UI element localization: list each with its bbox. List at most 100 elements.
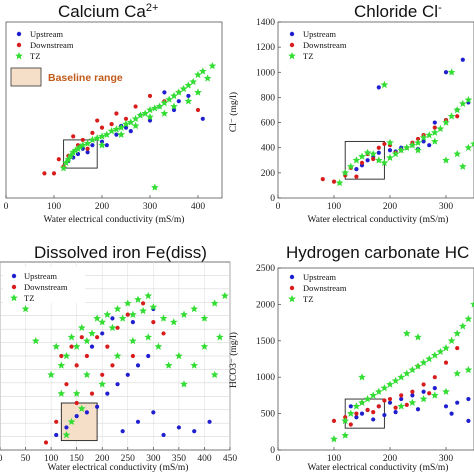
chloride-x-axis-label: Water electrical conductivity (mS/m) xyxy=(308,214,449,225)
data-point-tz-star xyxy=(159,314,168,322)
x-tick-label: 200 xyxy=(383,202,398,212)
x-tick-label: 100 xyxy=(47,202,62,212)
legend-downstream-marker xyxy=(289,285,295,291)
data-point-tz-star xyxy=(380,80,389,89)
data-point-tz-star xyxy=(131,121,140,130)
data-point-downstream xyxy=(371,156,376,162)
data-point-tz-star xyxy=(470,139,474,148)
data-point-tz-star xyxy=(57,361,66,369)
data-point-upstream xyxy=(421,139,426,144)
data-point-tz-star xyxy=(149,303,158,311)
bicarbonate-x-tick-labels: 0 100 200 300 xyxy=(276,447,454,464)
data-point-tz-star xyxy=(397,402,405,410)
data-point-downstream xyxy=(43,440,49,445)
legend-downstream-label: Downstream xyxy=(303,40,347,50)
data-point-upstream xyxy=(382,412,387,418)
data-point-tz-star xyxy=(62,430,71,439)
data-point-tz-star xyxy=(67,151,75,159)
data-point-tz-star xyxy=(184,97,193,105)
data-point-tz-star xyxy=(414,362,422,370)
data-point-tz-star xyxy=(31,336,40,345)
data-point-tz-star xyxy=(175,88,183,96)
data-point-tz-star xyxy=(414,146,422,154)
data-point-tz-star xyxy=(155,102,164,110)
legend-upstream-label: Upstream xyxy=(303,29,336,39)
data-point-tz-star xyxy=(93,314,101,322)
data-point-upstream xyxy=(387,400,393,405)
data-point-tz-star xyxy=(113,305,122,313)
x-tick-label: 100 xyxy=(327,454,342,464)
iron-chart-title: Dissolved iron Fe(diss) xyxy=(34,243,207,262)
legend-upstream-marker xyxy=(11,273,17,279)
data-point-tz-star xyxy=(391,150,400,158)
data-point-tz-star xyxy=(57,389,66,397)
data-point-tz-star xyxy=(151,183,159,191)
data-point-upstream xyxy=(151,410,156,415)
data-point-tz-star xyxy=(363,395,372,403)
legend-downstream-marker xyxy=(11,284,17,290)
data-point-upstream xyxy=(171,107,177,113)
data-point-tz-star xyxy=(431,391,439,399)
calcium-chart-panel: Calcium Ca2+ 0 100 200 300 400 Water electri… xyxy=(4,2,223,225)
data-point-tz-star xyxy=(391,376,400,385)
data-point-downstream xyxy=(123,116,129,121)
data-point-downstream xyxy=(74,363,79,368)
y-tick-label: 1200 xyxy=(256,43,275,53)
data-point-upstream xyxy=(348,404,353,409)
data-point-tz-star xyxy=(74,144,82,152)
data-point-tz-star xyxy=(403,369,411,377)
baseline-range-label: Baseline range xyxy=(48,72,123,84)
data-point-tz-star xyxy=(113,352,122,360)
chloride-y-axis-label: Cl⁻ (mg/l) xyxy=(228,92,239,132)
data-point-tz-star xyxy=(47,370,55,379)
data-point-tz-star xyxy=(77,323,86,332)
data-point-tz-star xyxy=(93,134,101,142)
data-point-tz-star xyxy=(88,135,97,144)
legend-downstream-label: Downstream xyxy=(24,282,68,292)
data-point-tz-star xyxy=(134,295,142,303)
legend-tz-label: TZ xyxy=(303,51,313,61)
data-point-upstream xyxy=(192,429,197,434)
x-tick-label: 300 xyxy=(439,454,454,464)
data-point-tz-star xyxy=(459,99,467,107)
data-point-tz-star xyxy=(414,138,422,146)
data-point-upstream xyxy=(123,125,129,130)
data-point-tz-star xyxy=(170,102,178,110)
data-point-upstream xyxy=(186,93,191,99)
data-point-downstream xyxy=(365,407,370,413)
data-point-tz-star xyxy=(103,310,112,318)
data-point-tz-star xyxy=(203,74,212,82)
data-point-upstream xyxy=(359,411,365,416)
data-point-downstream xyxy=(84,353,89,359)
data-point-tz-star xyxy=(403,329,411,337)
data-point-tz-star xyxy=(442,344,450,352)
data-point-upstream xyxy=(90,143,95,148)
x-tick-label: 200 xyxy=(383,454,398,464)
data-point-tz-star xyxy=(425,355,433,363)
data-point-upstream xyxy=(64,425,69,430)
calcium-x-tick-labels: 0 100 200 300 400 xyxy=(4,195,205,212)
data-point-downstream xyxy=(195,107,201,113)
data-point-upstream xyxy=(100,331,105,336)
data-point-tz-star xyxy=(52,342,61,350)
data-point-tz-star xyxy=(358,152,366,160)
data-point-upstream xyxy=(105,391,110,396)
data-point-tz-star xyxy=(447,68,456,76)
data-point-tz-star xyxy=(64,155,73,163)
data-point-downstream xyxy=(331,179,337,184)
data-point-upstream xyxy=(460,57,465,62)
data-point-tz-star xyxy=(170,91,178,100)
data-point-tz-star xyxy=(129,336,137,345)
data-point-tz-star xyxy=(123,299,132,307)
data-point-tz-star xyxy=(21,305,30,313)
data-point-downstream xyxy=(99,125,105,130)
data-point-tz-star xyxy=(386,138,394,146)
data-point-downstream xyxy=(95,335,100,340)
data-point-upstream xyxy=(371,417,376,422)
data-point-tz-star xyxy=(194,70,202,79)
data-point-downstream xyxy=(421,382,426,387)
bicarbonate-x-axis-label: Water electrical conductivity (mS/m) xyxy=(308,462,449,473)
data-point-upstream xyxy=(54,432,59,438)
data-point-tz-star xyxy=(414,333,422,341)
data-point-tz-star xyxy=(67,333,76,341)
